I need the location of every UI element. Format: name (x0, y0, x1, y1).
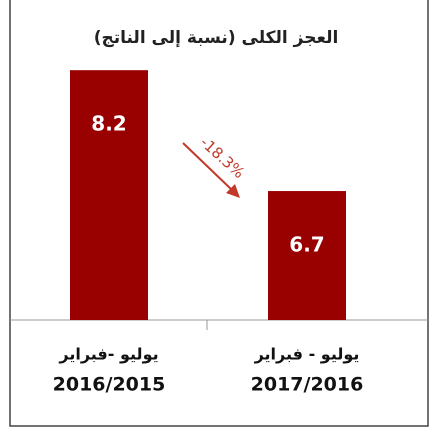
value-label: 6.7 (289, 233, 324, 257)
value-label: 8.2 (91, 112, 126, 136)
x-tick-label: 2016/2015 (53, 374, 166, 396)
arrow-shaft (182, 142, 233, 191)
chart-title: العجز الكلى (نسبة إلى الناتج) (94, 28, 339, 48)
bar (70, 70, 148, 320)
arrow-head (226, 184, 240, 198)
x-tick-label: يوليو -فبراير (58, 345, 158, 364)
bar (268, 191, 346, 320)
x-tick-label: يوليو - فبراير (254, 345, 360, 364)
x-tick-label: 2017/2016 (251, 374, 364, 396)
